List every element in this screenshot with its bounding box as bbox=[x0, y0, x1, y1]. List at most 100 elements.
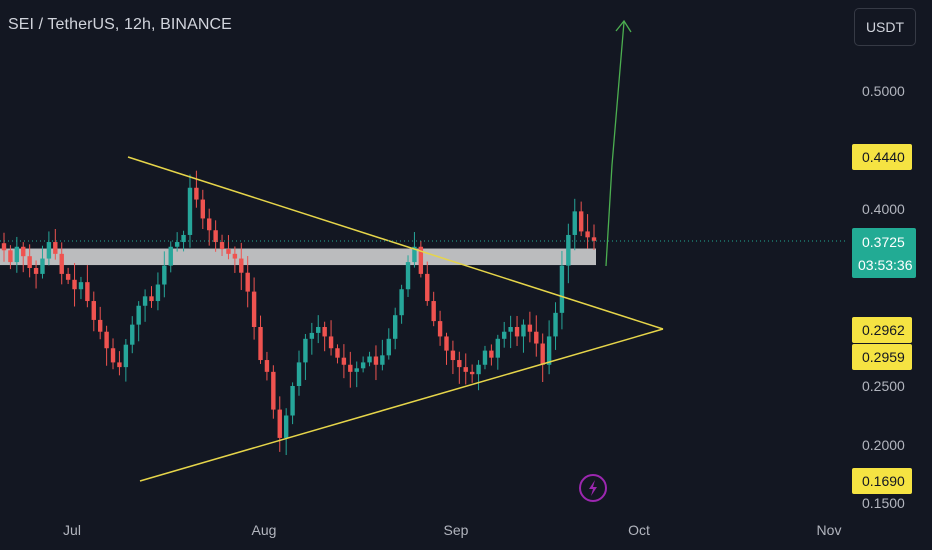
resistance-zone bbox=[0, 248, 596, 266]
candle-body bbox=[85, 282, 90, 302]
candle bbox=[130, 316, 135, 354]
candle bbox=[348, 351, 353, 388]
candle-body bbox=[283, 415, 289, 438]
candle bbox=[40, 245, 45, 279]
candle-body bbox=[322, 327, 327, 337]
candle bbox=[117, 351, 122, 376]
candle bbox=[78, 276, 84, 300]
candle bbox=[296, 350, 302, 396]
candle-body bbox=[187, 187, 193, 235]
candle-body bbox=[97, 319, 103, 332]
candle bbox=[392, 307, 398, 350]
candle bbox=[578, 201, 584, 237]
candle-body bbox=[21, 246, 26, 257]
x-tick-label: Oct bbox=[628, 522, 650, 538]
candle bbox=[1, 232, 7, 262]
lightning-icon[interactable] bbox=[579, 474, 607, 502]
x-tick-label: Jul bbox=[63, 522, 81, 538]
candle bbox=[418, 240, 424, 278]
candle bbox=[476, 360, 481, 391]
candle bbox=[341, 344, 347, 379]
ascending-trendline[interactable] bbox=[139, 328, 664, 482]
candle-body bbox=[328, 336, 334, 349]
current-price-text: 0.3725 bbox=[862, 234, 905, 250]
candle-body bbox=[194, 187, 199, 200]
candle bbox=[251, 277, 257, 340]
y-tick-label: 0.4000 bbox=[862, 201, 905, 217]
candle-body bbox=[450, 350, 456, 361]
currency-button[interactable]: USDT bbox=[854, 8, 916, 46]
candle-body bbox=[373, 356, 379, 365]
candle-body bbox=[33, 268, 39, 274]
candle bbox=[309, 322, 315, 355]
candle-body bbox=[566, 234, 571, 266]
candle-body bbox=[553, 312, 558, 337]
price-axis: 0.5000 0.4000 0.2500 0.2000 0.1500 0.4440 0.29… bbox=[852, 83, 916, 511]
candle bbox=[489, 344, 494, 366]
candle bbox=[572, 198, 577, 251]
y-tick-label: 0.1500 bbox=[862, 495, 905, 511]
price-level-label bbox=[852, 344, 912, 370]
candle-body bbox=[534, 331, 539, 344]
candle-body bbox=[521, 324, 526, 337]
candle-body bbox=[559, 265, 565, 313]
candle bbox=[149, 286, 154, 308]
candle bbox=[168, 241, 173, 273]
time-axis: Jul Aug Sep Oct Nov bbox=[63, 522, 841, 538]
candle-body bbox=[271, 371, 276, 410]
candle-body bbox=[219, 242, 225, 250]
candle-body bbox=[418, 246, 424, 274]
candle-body bbox=[226, 249, 231, 254]
candle bbox=[463, 353, 468, 385]
candle-body bbox=[367, 356, 372, 363]
candle bbox=[444, 332, 449, 365]
x-tick-label: Sep bbox=[444, 522, 469, 538]
price-level-label bbox=[852, 144, 912, 170]
projection-arrow[interactable] bbox=[605, 21, 625, 267]
candle-body bbox=[232, 253, 238, 259]
price-level-text: 0.2962 bbox=[862, 322, 905, 338]
candle bbox=[232, 246, 238, 273]
candle bbox=[360, 356, 366, 373]
candle bbox=[521, 319, 526, 353]
candle-body bbox=[380, 355, 385, 365]
candle bbox=[559, 250, 565, 330]
candle bbox=[457, 351, 462, 384]
candle-body bbox=[469, 371, 475, 375]
candle-body bbox=[527, 324, 533, 332]
candle bbox=[502, 321, 507, 348]
candle-body bbox=[91, 301, 96, 320]
candle bbox=[245, 256, 250, 308]
descending-trendline[interactable] bbox=[127, 156, 664, 330]
candle bbox=[431, 291, 436, 327]
candle-body bbox=[251, 291, 257, 327]
candle bbox=[354, 361, 359, 388]
candle bbox=[53, 228, 58, 260]
candlesticks bbox=[1, 170, 597, 456]
candle-body bbox=[200, 199, 206, 219]
candle-body bbox=[213, 230, 218, 243]
candle-body bbox=[360, 362, 366, 369]
candle-body bbox=[168, 246, 173, 266]
candle-body bbox=[181, 234, 186, 243]
candle-body bbox=[572, 211, 577, 235]
candle bbox=[437, 310, 443, 346]
candle-body bbox=[386, 338, 391, 356]
candle-body bbox=[123, 344, 129, 368]
candle bbox=[27, 244, 32, 278]
candle-body bbox=[476, 364, 481, 375]
candle-body bbox=[40, 258, 45, 274]
candle-body bbox=[53, 242, 58, 254]
candle bbox=[277, 396, 282, 452]
candle-body bbox=[514, 327, 520, 337]
candle-body bbox=[149, 296, 154, 302]
x-tick-label: Nov bbox=[817, 522, 842, 538]
candle bbox=[380, 339, 385, 371]
candle bbox=[72, 262, 77, 307]
x-tick-label: Aug bbox=[252, 522, 277, 538]
candle bbox=[65, 267, 71, 285]
candle bbox=[283, 408, 289, 456]
candle-body bbox=[495, 338, 501, 358]
candle bbox=[181, 230, 186, 252]
